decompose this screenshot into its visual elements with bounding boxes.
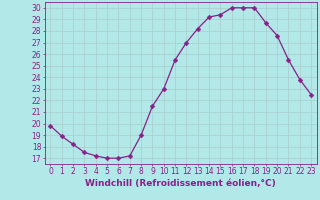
X-axis label: Windchill (Refroidissement éolien,°C): Windchill (Refroidissement éolien,°C): [85, 179, 276, 188]
